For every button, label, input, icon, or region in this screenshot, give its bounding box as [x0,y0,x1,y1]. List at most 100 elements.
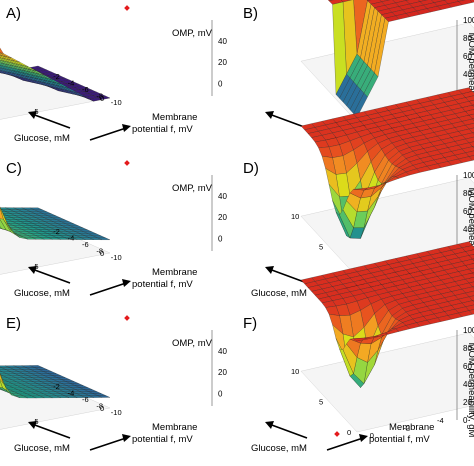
z-tick-label: 20 [218,58,227,67]
red-marker [334,431,340,437]
z-axis-label: MOM permeability, gM [466,343,474,438]
z-axis-label: MOM permeability, gM [466,33,474,128]
x-axis-label: Membrane [152,267,197,278]
x-tick-label: -2 [53,382,60,391]
surface-patch [0,373,4,384]
z-tick-label: 40 [218,192,227,201]
z-tick-label: 40 [463,225,472,234]
z-axis-label: OMP, mV [172,28,213,39]
z-tick-label: 40 [463,380,472,389]
z-tick-label: 60 [463,207,472,216]
surface-patch [353,187,368,191]
z-tick-label: 20 [218,368,227,377]
x-tick-label: -6 [471,408,474,417]
x-tick-label: -8 [96,401,103,410]
x-tick-label: -2 [53,72,60,81]
x-tick-label: -2 [53,227,60,236]
x-tick-label: -6 [82,395,89,404]
x-axis-label: Membrane [152,112,197,123]
arrowhead [265,266,274,274]
surface-patch [353,337,368,342]
arrowhead [122,434,131,442]
surface-patch [0,366,2,368]
y-axis-label: Glucose, mM [251,443,307,454]
red-marker [124,160,130,166]
arrowhead [28,266,37,274]
x-axis-label: potential f, mV [369,434,430,445]
panel-letter: F) [243,315,257,332]
x-tick-label: -6 [82,240,89,249]
panel-letter: C) [6,160,22,177]
z-tick-label: 80 [463,189,472,198]
arrowhead [28,421,37,429]
surface-patch [0,206,12,231]
arrowhead [122,124,131,132]
arrowhead [265,111,274,119]
z-tick-label: 0 [463,416,468,425]
x-axis-label: potential f, mV [132,124,193,135]
z-tick-label: 100 [463,326,474,335]
x-tick-label: -8 [96,91,103,100]
base-plane [300,332,474,433]
y-axis-label: Glucose, mM [14,443,70,454]
y-tick-label: 0 [100,249,104,258]
panel-letter: B) [243,5,258,22]
x-tick-label: -4 [68,79,75,88]
surface-patch [0,207,4,220]
x-direction-arrow [89,127,127,141]
red-marker [124,5,130,11]
x-tick-label: -4 [437,416,444,425]
y-axis-label: Glucose, mM [14,133,70,144]
x-tick-label: -6 [82,85,89,94]
x-axis-label: potential f, mV [132,279,193,290]
surface-patch [0,373,12,396]
arrowhead [28,111,37,119]
y-direction-arrow [268,113,308,129]
panel-6: 020406080100MOM permeability, gM0-2-4-6-… [243,241,474,454]
red-marker [124,315,130,321]
z-tick-label: 100 [463,171,474,180]
z-tick-label: 80 [463,34,472,43]
y-axis-label: Glucose, mM [251,288,307,299]
x-direction-arrow [89,282,127,296]
y-tick-label: 0 [100,94,104,103]
x-axis-label: potential f, mV [132,434,193,445]
z-tick-label: 0 [218,234,223,243]
y-tick-label: 10 [291,212,299,221]
y-direction-arrow [31,268,71,284]
x-direction-arrow [89,437,127,451]
y-direction-arrow [31,113,71,129]
z-axis-label: MOM permeability, gM [466,188,474,283]
z-tick-label: 0 [218,79,223,88]
surface-patch [0,370,3,372]
z-tick-label: 40 [218,37,227,46]
y-tick-label: 5 [319,398,323,407]
y-direction-arrow [31,423,71,439]
z-tick-label: 80 [463,344,472,353]
x-axis-label: Membrane [389,422,434,433]
x-tick-label: 0 [370,431,374,440]
z-tick-label: 0 [218,389,223,398]
arrowhead [122,279,131,287]
panel-letter: E) [6,315,21,332]
y-direction-arrow [268,268,308,284]
y-tick-label: 10 [291,367,299,376]
z-tick-label: 20 [463,398,472,407]
x-tick-label: -10 [111,98,122,107]
panel-letter: D) [243,160,259,177]
y-tick-label: 5 [319,243,323,252]
z-tick-label: 40 [463,70,472,79]
y-tick-label: 0 [100,404,104,413]
panel-letter: A) [6,5,21,22]
arrowhead [359,434,368,442]
y-tick-label: 0 [347,428,351,437]
x-tick-label: -8 [96,246,103,255]
x-tick-label: -4 [68,234,75,243]
surface-patch [0,47,4,54]
x-tick-label: -10 [111,408,122,417]
arrowhead [265,421,274,429]
x-tick-label: -4 [68,389,75,398]
x-tick-label: -2 [403,423,410,432]
